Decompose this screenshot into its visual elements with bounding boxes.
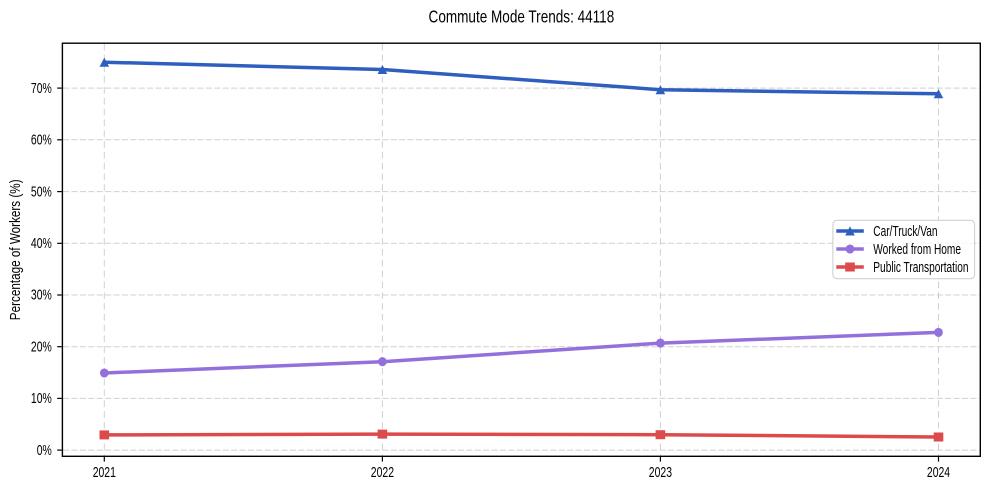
svg-text:2022: 2022 — [371, 464, 394, 480]
svg-text:10%: 10% — [31, 390, 52, 406]
svg-text:40%: 40% — [31, 235, 52, 251]
svg-text:Public Transportation: Public Transportation — [873, 259, 968, 275]
svg-text:0%: 0% — [37, 442, 52, 458]
svg-text:60%: 60% — [31, 132, 52, 148]
svg-text:50%: 50% — [31, 184, 52, 200]
svg-text:2021: 2021 — [93, 464, 116, 480]
svg-text:2023: 2023 — [649, 464, 672, 480]
svg-text:70%: 70% — [31, 80, 52, 96]
svg-text:Percentage of Workers (%): Percentage of Workers (%) — [7, 179, 24, 320]
svg-text:Worked from Home: Worked from Home — [873, 241, 961, 257]
svg-text:2024: 2024 — [927, 464, 950, 480]
svg-text:20%: 20% — [31, 339, 52, 355]
svg-text:Car/Truck/Van: Car/Truck/Van — [873, 223, 937, 239]
svg-text:30%: 30% — [31, 287, 52, 303]
svg-text:Commute Mode Trends: 44118: Commute Mode Trends: 44118 — [429, 8, 615, 27]
